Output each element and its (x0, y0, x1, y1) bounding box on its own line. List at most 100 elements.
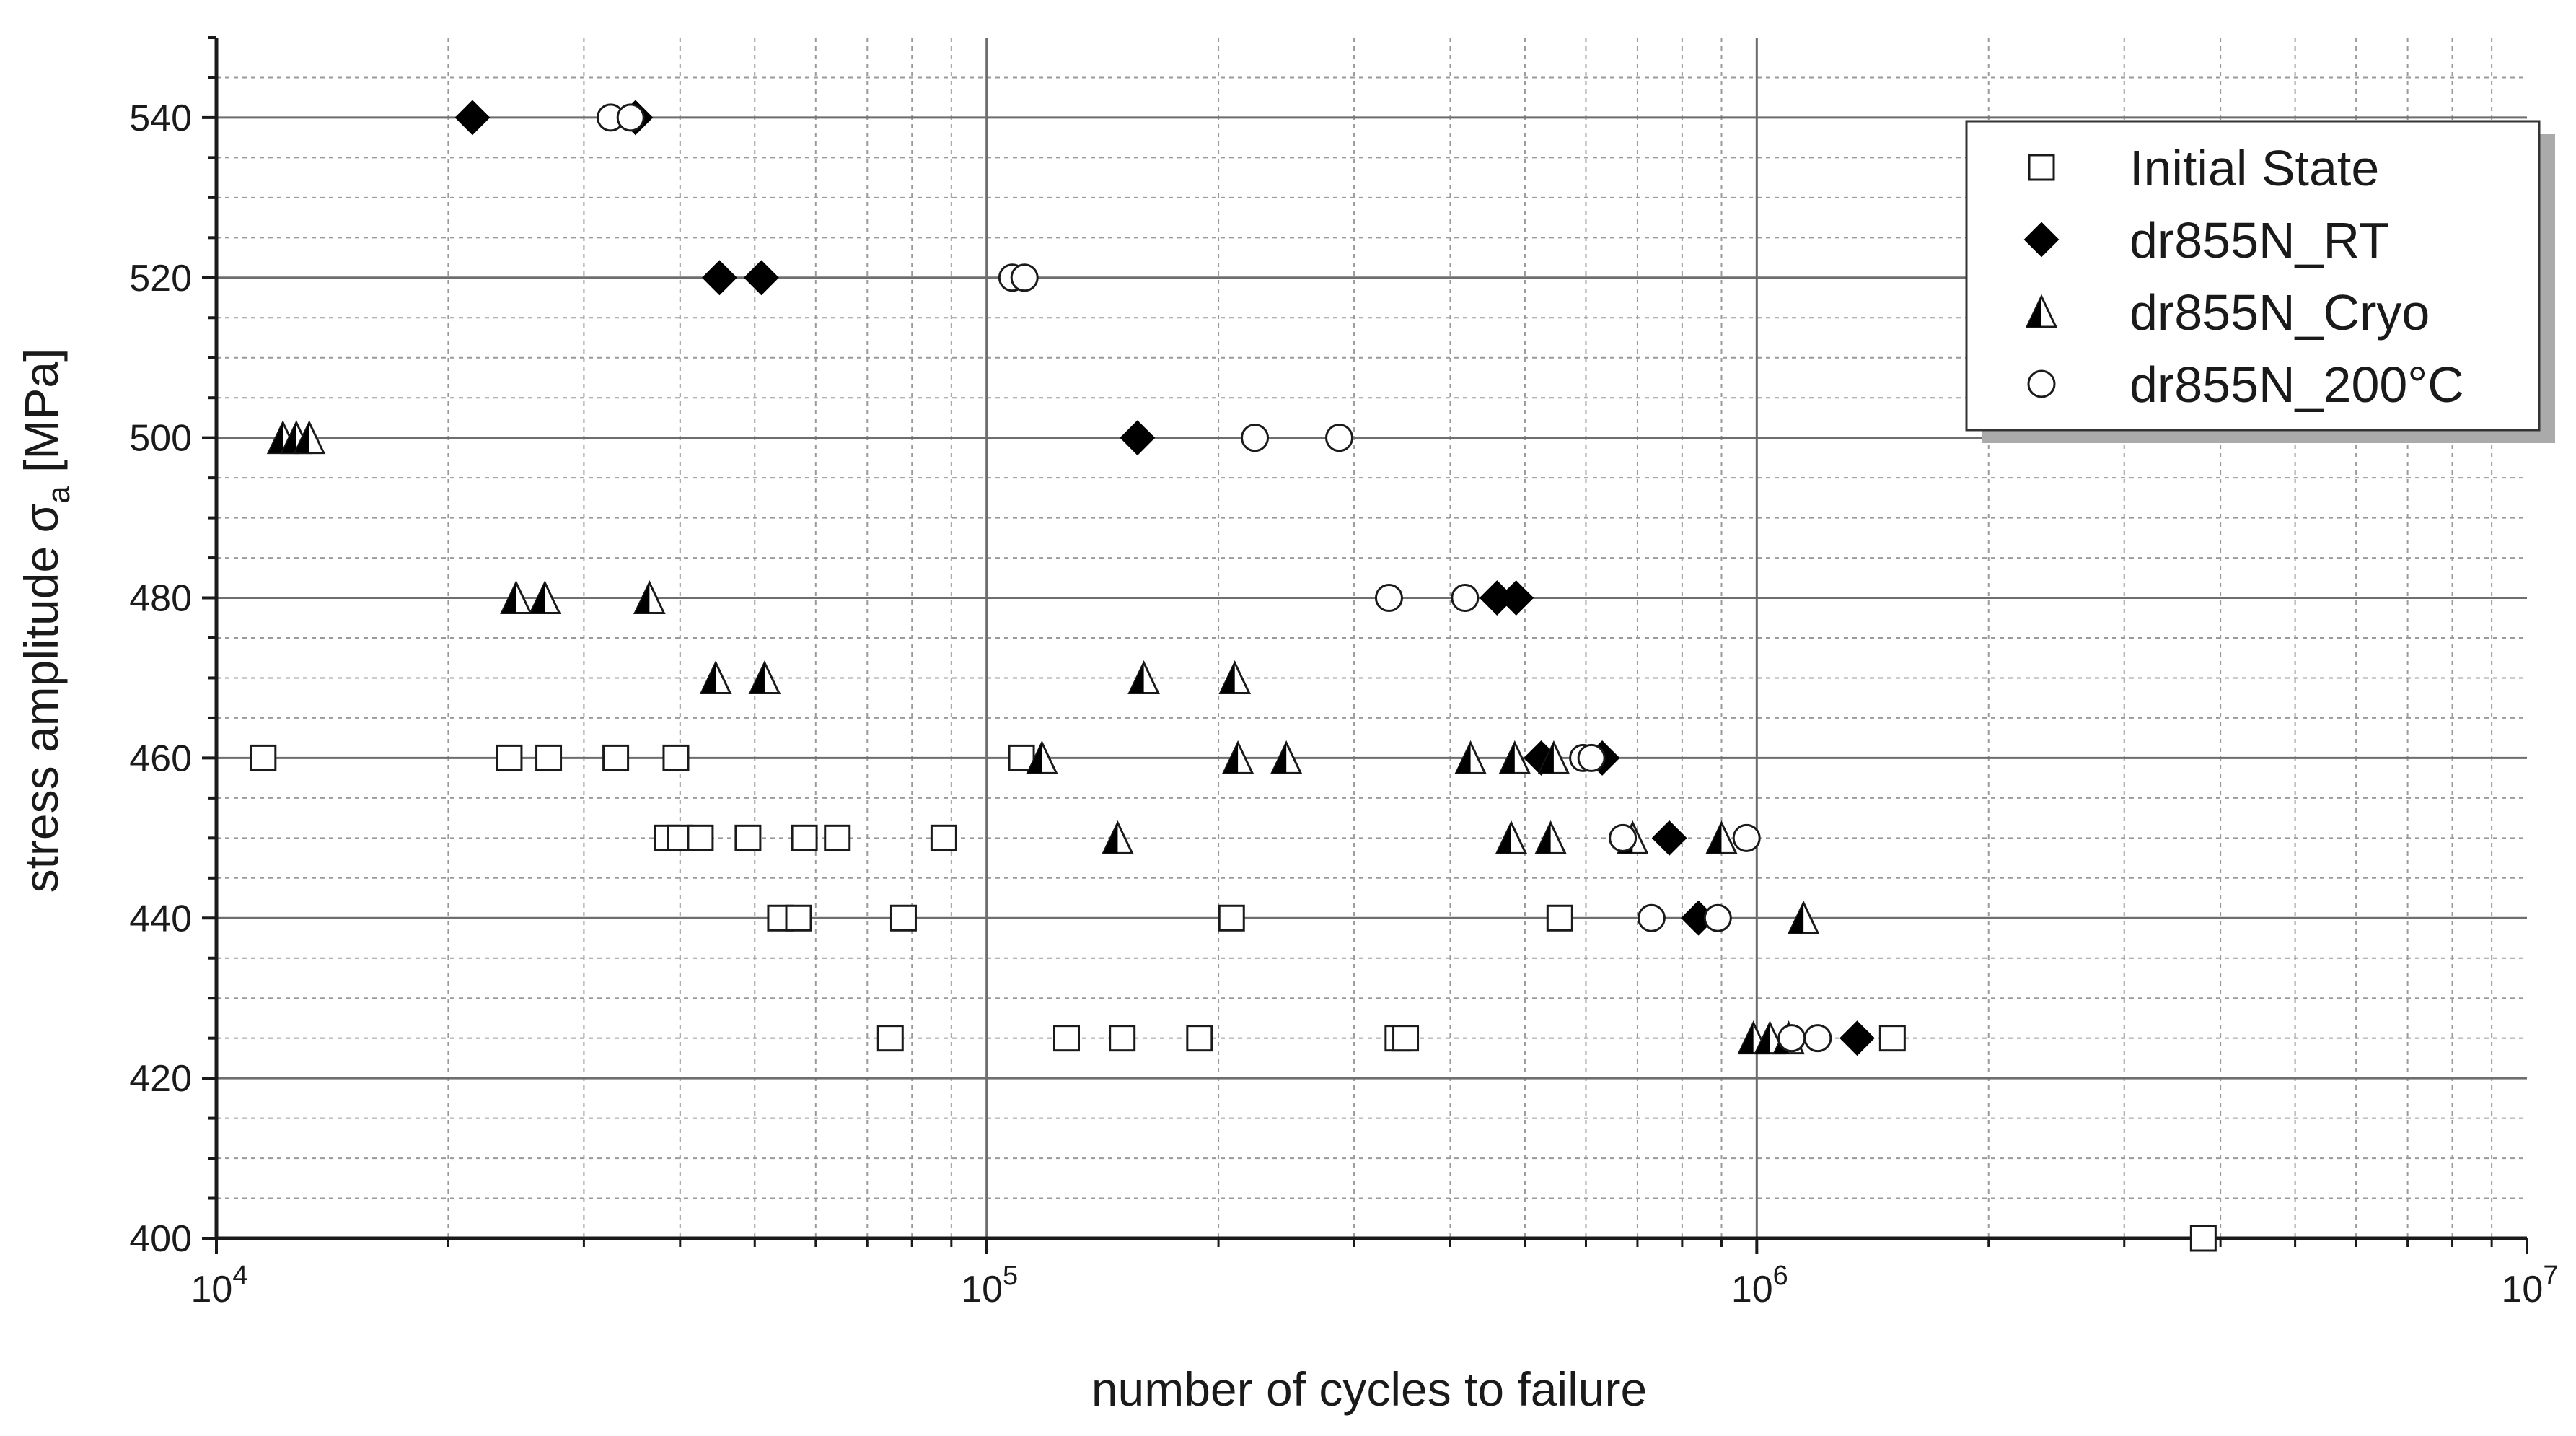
data-point (1010, 263, 1039, 292)
series-half-filled-triangle (266, 420, 1820, 1055)
x-tick-label: 106 (1731, 1261, 1788, 1310)
x-tick-label: 105 (961, 1261, 1018, 1310)
data-point (535, 744, 563, 771)
data-point (734, 824, 762, 851)
svg-text:stress amplitude σa [MPa]: stress amplitude σa [MPa] (14, 349, 76, 893)
data-point (1109, 1025, 1136, 1052)
data-point (1221, 740, 1254, 774)
legend-marker (2028, 154, 2055, 181)
data-point (876, 1025, 904, 1052)
data-point (2189, 1225, 2217, 1252)
data-point (1325, 424, 1354, 452)
triangle-fill (1223, 743, 1239, 774)
data-point (1651, 820, 1687, 856)
x-tick-label-exponent: 7 (2543, 1261, 2558, 1291)
data-point (1218, 660, 1252, 694)
triangle-fill (1755, 1023, 1770, 1054)
y-tick-label: 420 (129, 1058, 192, 1100)
x-tick-label-exponent: 4 (232, 1261, 247, 1291)
triangle-fill (530, 582, 545, 613)
triangle-fill (1220, 662, 1235, 693)
triangle-fill (1027, 743, 1042, 774)
x-tick-label-base: 10 (1731, 1269, 1773, 1310)
y-axis-title-unit: [MPa] (14, 349, 68, 486)
y-tick-label: 480 (129, 578, 192, 620)
data-point (454, 100, 491, 136)
triangle-fill (749, 662, 765, 693)
data-point (1498, 580, 1534, 616)
data-point (1374, 584, 1403, 613)
data-point (889, 904, 917, 932)
triangle-fill (2027, 297, 2041, 327)
series-open-circle (597, 103, 1832, 1053)
legend-marker (2025, 294, 2058, 328)
triangle-fill (281, 422, 296, 453)
x-tick-label-base: 10 (2502, 1269, 2544, 1310)
y-tick-label: 540 (129, 97, 192, 139)
legend-label: dr855N_RT (2129, 212, 2390, 268)
data-point (616, 103, 645, 132)
y-tick-label: 400 (129, 1218, 192, 1260)
data-point (1537, 740, 1570, 774)
data-point (602, 744, 630, 771)
data-point (1127, 660, 1160, 694)
data-point (748, 660, 781, 694)
x-tick-label-exponent: 6 (1773, 1261, 1788, 1291)
data-point (293, 420, 326, 455)
data-point (1498, 740, 1531, 774)
data-point (930, 824, 957, 851)
data-point (1218, 904, 1245, 932)
x-tick-label: 104 (191, 1261, 248, 1310)
triangle-fill (1272, 743, 1287, 774)
legend-label: dr855N_200°C (2129, 356, 2464, 413)
data-point (1839, 1020, 1875, 1056)
data-point (701, 260, 737, 296)
data-point (1392, 1025, 1420, 1052)
triangle-fill (1129, 662, 1144, 693)
data-point (1705, 820, 1738, 854)
data-point (785, 904, 812, 932)
data-point (1637, 903, 1666, 932)
data-point (496, 744, 523, 771)
data-point (1102, 820, 1134, 854)
data-point (528, 580, 561, 615)
triangle-fill (1536, 823, 1551, 854)
x-tick-label-base: 10 (961, 1269, 1003, 1310)
y-tick-label: 500 (129, 418, 192, 460)
triangle-fill (1456, 743, 1471, 774)
triangle-fill (1789, 903, 1804, 934)
y-tick-label: 440 (129, 898, 192, 940)
data-point (1534, 820, 1567, 854)
triangle-fill (1500, 743, 1515, 774)
data-point (1703, 903, 1732, 932)
data-point (1609, 823, 1638, 852)
legend-marker (2027, 369, 2056, 398)
data-point (1451, 584, 1480, 613)
legend-label: Initial State (2129, 140, 2379, 196)
y-axis-title-main: stress amplitude σ (14, 504, 68, 893)
legend: Initial State dr855N_RT dr855N_Cryo dr855N_… (1965, 120, 2555, 443)
x-tick-label-base: 10 (191, 1269, 233, 1310)
triangle-fill (294, 422, 309, 453)
triangle-fill (635, 582, 650, 613)
data-point (1120, 420, 1156, 456)
data-point (824, 824, 851, 851)
triangle-fill (1539, 743, 1554, 774)
data-point (744, 260, 779, 296)
data-point (1803, 1024, 1832, 1053)
data-point (1787, 900, 1820, 934)
triangle-fill (1497, 823, 1512, 854)
series-open-square (250, 744, 2217, 1252)
data-point (1546, 904, 1573, 932)
legend-marker (2023, 222, 2060, 258)
data-point (1026, 740, 1058, 774)
data-point (1878, 1025, 1906, 1052)
y-tick-label: 460 (129, 737, 192, 779)
data-point (687, 824, 714, 851)
triangle-fill (501, 582, 516, 613)
y-tick-label: 520 (129, 258, 192, 299)
y-axis-title: stress amplitude σa [MPa] (14, 349, 76, 893)
data-point (1186, 1025, 1213, 1052)
